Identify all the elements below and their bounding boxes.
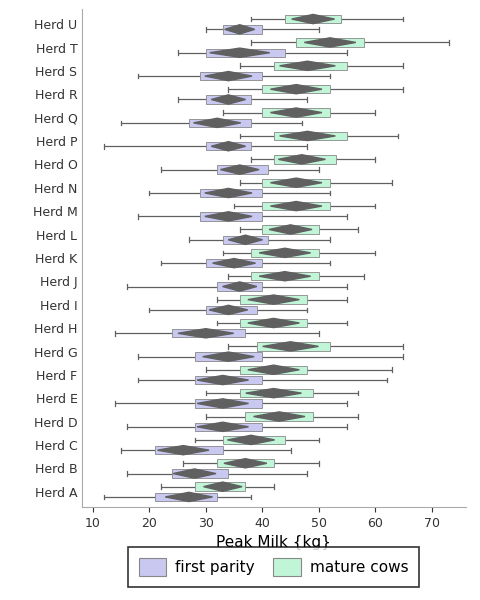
- Polygon shape: [278, 155, 325, 164]
- Bar: [285, 15, 341, 23]
- Bar: [172, 329, 245, 337]
- Bar: [217, 459, 274, 467]
- Polygon shape: [224, 458, 267, 468]
- Bar: [194, 376, 262, 384]
- Polygon shape: [173, 469, 216, 478]
- Polygon shape: [225, 25, 255, 34]
- Bar: [194, 422, 262, 431]
- Polygon shape: [193, 118, 241, 127]
- Polygon shape: [270, 178, 322, 187]
- Polygon shape: [279, 61, 336, 70]
- Polygon shape: [248, 365, 300, 374]
- Polygon shape: [211, 95, 246, 104]
- Polygon shape: [228, 435, 275, 445]
- Bar: [223, 25, 262, 34]
- Bar: [206, 95, 251, 104]
- Polygon shape: [197, 399, 249, 408]
- Bar: [200, 189, 262, 197]
- Polygon shape: [263, 342, 318, 351]
- Polygon shape: [259, 272, 311, 281]
- Bar: [206, 49, 285, 57]
- Bar: [194, 482, 245, 491]
- Polygon shape: [205, 212, 252, 221]
- Polygon shape: [165, 493, 213, 502]
- Bar: [240, 389, 313, 397]
- Polygon shape: [253, 412, 305, 421]
- Bar: [206, 259, 262, 268]
- Bar: [223, 436, 285, 444]
- Bar: [274, 62, 347, 70]
- Polygon shape: [270, 108, 322, 117]
- Polygon shape: [204, 482, 242, 491]
- Bar: [206, 305, 257, 314]
- Polygon shape: [304, 38, 356, 47]
- Legend: first parity, mature cows: first parity, mature cows: [128, 547, 419, 587]
- Bar: [200, 212, 262, 221]
- Polygon shape: [197, 376, 249, 385]
- Bar: [274, 132, 347, 140]
- Bar: [217, 166, 268, 174]
- X-axis label: Peak Milk {kg}: Peak Milk {kg}: [216, 535, 331, 550]
- Polygon shape: [248, 319, 300, 328]
- Bar: [194, 352, 262, 361]
- Bar: [194, 399, 262, 407]
- Polygon shape: [228, 235, 263, 244]
- Bar: [240, 365, 308, 374]
- Polygon shape: [205, 71, 252, 81]
- Bar: [296, 38, 364, 47]
- Bar: [189, 119, 251, 127]
- Bar: [223, 236, 268, 244]
- Polygon shape: [157, 446, 209, 455]
- Polygon shape: [248, 295, 300, 304]
- Bar: [155, 493, 217, 501]
- Bar: [206, 142, 251, 151]
- Polygon shape: [178, 329, 234, 338]
- Polygon shape: [211, 142, 246, 151]
- Bar: [217, 283, 262, 291]
- Polygon shape: [203, 352, 254, 361]
- Polygon shape: [210, 48, 270, 58]
- Bar: [172, 469, 228, 478]
- Polygon shape: [270, 202, 322, 211]
- Bar: [251, 248, 319, 257]
- Bar: [262, 202, 330, 211]
- Bar: [262, 85, 330, 94]
- Bar: [200, 72, 262, 80]
- Polygon shape: [246, 389, 301, 398]
- Bar: [262, 109, 330, 117]
- Polygon shape: [279, 131, 336, 140]
- Bar: [251, 272, 319, 280]
- Polygon shape: [209, 305, 248, 314]
- Bar: [262, 179, 330, 187]
- Polygon shape: [292, 14, 335, 23]
- Bar: [257, 342, 330, 350]
- Polygon shape: [223, 282, 257, 291]
- Bar: [262, 225, 319, 233]
- Bar: [245, 412, 313, 421]
- Polygon shape: [259, 248, 311, 257]
- Bar: [240, 295, 308, 304]
- Polygon shape: [197, 422, 249, 431]
- Polygon shape: [220, 165, 259, 174]
- Polygon shape: [213, 259, 255, 268]
- Bar: [274, 155, 336, 164]
- Polygon shape: [269, 225, 312, 234]
- Bar: [240, 319, 308, 327]
- Polygon shape: [270, 85, 322, 94]
- Bar: [155, 446, 223, 454]
- Polygon shape: [205, 188, 252, 197]
